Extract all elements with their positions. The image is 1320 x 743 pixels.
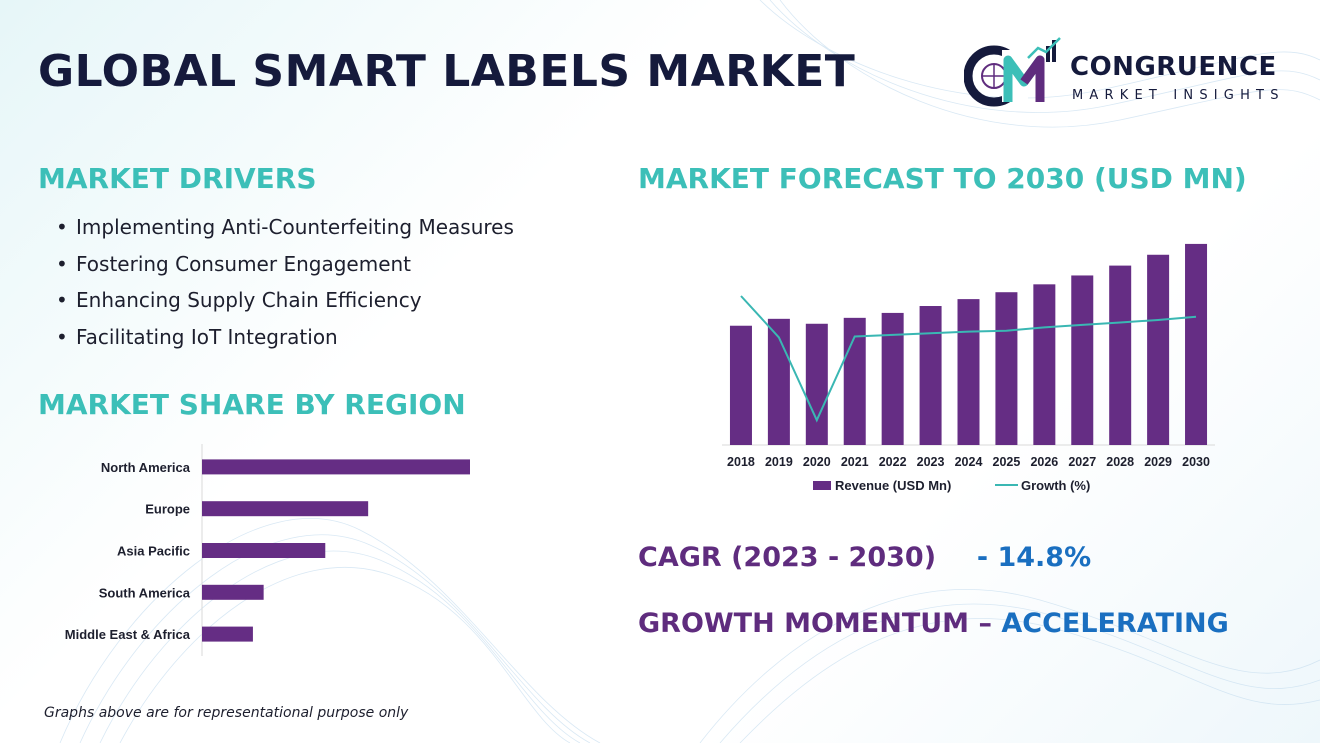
region-category-label: Middle East & Africa: [65, 627, 191, 642]
region-bar: [202, 459, 470, 475]
region-bar: [202, 543, 326, 558]
forecast-chart: 2018 2019 2020 2021 2022 2023 2024 2025 2026 2027…: [722, 243, 1215, 493]
region-bar: [202, 584, 264, 600]
region-category-label: North America: [101, 460, 191, 475]
revenue-bar: [957, 299, 980, 445]
legend-revenue-swatch: [813, 481, 831, 490]
revenue-bar: [1185, 243, 1208, 445]
year-tick-label: 2022: [879, 455, 907, 469]
revenue-bar: [805, 323, 828, 445]
cagr-value: - 14.8%: [976, 542, 1092, 573]
cagr-statement: CAGR (2023 - 2030) - 14.8%: [638, 542, 1091, 573]
driver-text: Facilitating IoT Integration: [76, 325, 338, 350]
year-tick-label: 2018: [727, 455, 755, 469]
footnote: Graphs above are for representational pu…: [44, 705, 409, 721]
year-tick-label: 2024: [955, 455, 983, 469]
revenue-bar: [919, 306, 942, 445]
year-tick-label: 2020: [803, 455, 831, 469]
bullet-icon: •: [56, 288, 68, 313]
year-tick-label: 2030: [1182, 455, 1210, 469]
cm-monogram-icon: [963, 37, 1061, 107]
legend-growth-label: Growth (%): [1021, 478, 1090, 493]
momentum-label: GROWTH MOMENTUM –: [638, 608, 992, 639]
driver-text: Implementing Anti-Counterfeiting Measure…: [76, 215, 514, 239]
year-tick-label: 2028: [1106, 455, 1134, 469]
cagr-label: CAGR (2023 - 2030): [638, 542, 937, 573]
year-tick-label: 2029: [1144, 455, 1172, 469]
list-item: • Facilitating IoT Integration: [56, 324, 514, 361]
bullet-icon: •: [56, 251, 68, 276]
revenue-bar: [995, 292, 1018, 445]
driver-text: Enhancing Supply Chain Efficiency: [76, 288, 422, 313]
region-bar: [202, 501, 369, 517]
market-share-heading: MARKET SHARE BY REGION: [38, 388, 466, 421]
market-drivers-heading: MARKET DRIVERS: [38, 162, 317, 195]
list-item: • Implementing Anti-Counterfeiting Measur…: [56, 214, 514, 251]
forecast-heading: MARKET FORECAST TO 2030 (USD MN): [638, 162, 1247, 195]
year-tick-label: 2025: [993, 455, 1021, 469]
growth-line: [740, 295, 1197, 423]
region-category-label: Asia Pacific: [117, 544, 190, 559]
brand-logo: CONGRUENCE MARKET INSIGHTS: [963, 36, 1285, 108]
year-tick-label: 2023: [917, 455, 945, 469]
growth-momentum-statement: GROWTH MOMENTUM – ACCELERATING: [638, 608, 1229, 639]
list-item: • Enhancing Supply Chain Efficiency: [56, 287, 514, 324]
revenue-bar: [1071, 275, 1094, 445]
year-tick-label: 2027: [1068, 455, 1096, 469]
year-tick-label: 2019: [765, 455, 793, 469]
revenue-bar: [1033, 284, 1056, 445]
market-drivers-list: • Implementing Anti-Counterfeiting Measur…: [56, 214, 514, 361]
region-bar: [202, 626, 253, 642]
year-tick-label: 2021: [841, 455, 869, 469]
region-category-label: South America: [99, 585, 191, 600]
list-item: • Fostering Consumer Engagement: [56, 251, 514, 288]
revenue-bar: [1109, 265, 1132, 445]
legend-revenue-label: Revenue (USD Mn): [835, 478, 951, 493]
revenue-bar: [881, 312, 904, 445]
momentum-value: ACCELERATING: [1001, 608, 1229, 639]
brand-subtitle: MARKET INSIGHTS: [1072, 88, 1285, 103]
revenue-bar: [729, 325, 752, 445]
region-share-chart: North America Europe Asia Pacific South Ame…: [65, 444, 470, 656]
region-category-label: Europe: [145, 502, 190, 517]
bullet-icon: •: [56, 215, 68, 239]
brand-name: CONGRUENCE: [1070, 52, 1277, 82]
bullet-icon: •: [56, 325, 68, 350]
year-tick-label: 2026: [1030, 455, 1058, 469]
page-title: GLOBAL SMART LABELS MARKET: [38, 46, 856, 97]
driver-text: Fostering Consumer Engagement: [76, 251, 412, 276]
revenue-bar: [1147, 254, 1170, 445]
